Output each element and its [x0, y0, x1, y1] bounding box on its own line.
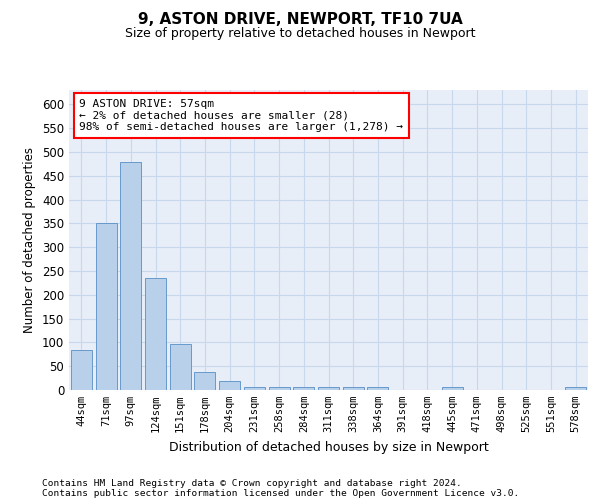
Bar: [269, 386, 290, 390]
Y-axis label: Number of detached properties: Number of detached properties: [23, 147, 37, 333]
Text: Contains HM Land Registry data © Crown copyright and database right 2024.: Contains HM Land Registry data © Crown c…: [42, 478, 462, 488]
Bar: [95, 224, 116, 390]
Bar: [219, 382, 240, 390]
Bar: [71, 350, 92, 390]
Bar: [194, 372, 215, 390]
Text: Contains public sector information licensed under the Open Government Licence v3: Contains public sector information licen…: [42, 488, 519, 498]
Bar: [318, 386, 339, 390]
Bar: [565, 386, 586, 390]
Text: 9, ASTON DRIVE, NEWPORT, TF10 7UA: 9, ASTON DRIVE, NEWPORT, TF10 7UA: [137, 12, 463, 28]
Bar: [293, 386, 314, 390]
Bar: [442, 386, 463, 390]
X-axis label: Distribution of detached houses by size in Newport: Distribution of detached houses by size …: [169, 440, 488, 454]
Bar: [120, 162, 141, 390]
Bar: [145, 278, 166, 390]
Bar: [343, 386, 364, 390]
Bar: [244, 386, 265, 390]
Bar: [170, 344, 191, 390]
Text: Size of property relative to detached houses in Newport: Size of property relative to detached ho…: [125, 28, 475, 40]
Text: 9 ASTON DRIVE: 57sqm
← 2% of detached houses are smaller (28)
98% of semi-detach: 9 ASTON DRIVE: 57sqm ← 2% of detached ho…: [79, 99, 403, 132]
Bar: [367, 386, 388, 390]
